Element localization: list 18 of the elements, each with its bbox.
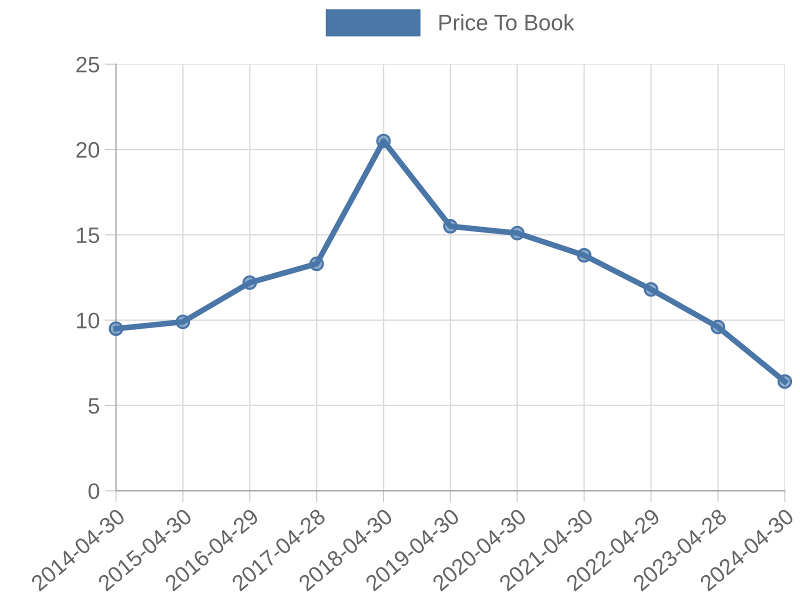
point [376, 134, 391, 148]
point [176, 314, 190, 330]
point [778, 374, 792, 389]
point [510, 226, 525, 240]
y-tick-label: 10 [77, 312, 100, 328]
y-tick-label: 5 [88, 398, 100, 414]
y-tick-label: 0 [88, 483, 100, 500]
legend-label: Price To Book [439, 14, 574, 30]
y-tick-label: 25 [76, 56, 100, 72]
y-tick-label: 15 [77, 228, 100, 244]
y-tick-label: 20 [76, 142, 100, 158]
point [644, 282, 658, 297]
point [576, 248, 592, 263]
point [108, 321, 124, 336]
point [710, 320, 726, 334]
point [242, 275, 258, 290]
point [309, 256, 324, 272]
point [443, 219, 458, 234]
